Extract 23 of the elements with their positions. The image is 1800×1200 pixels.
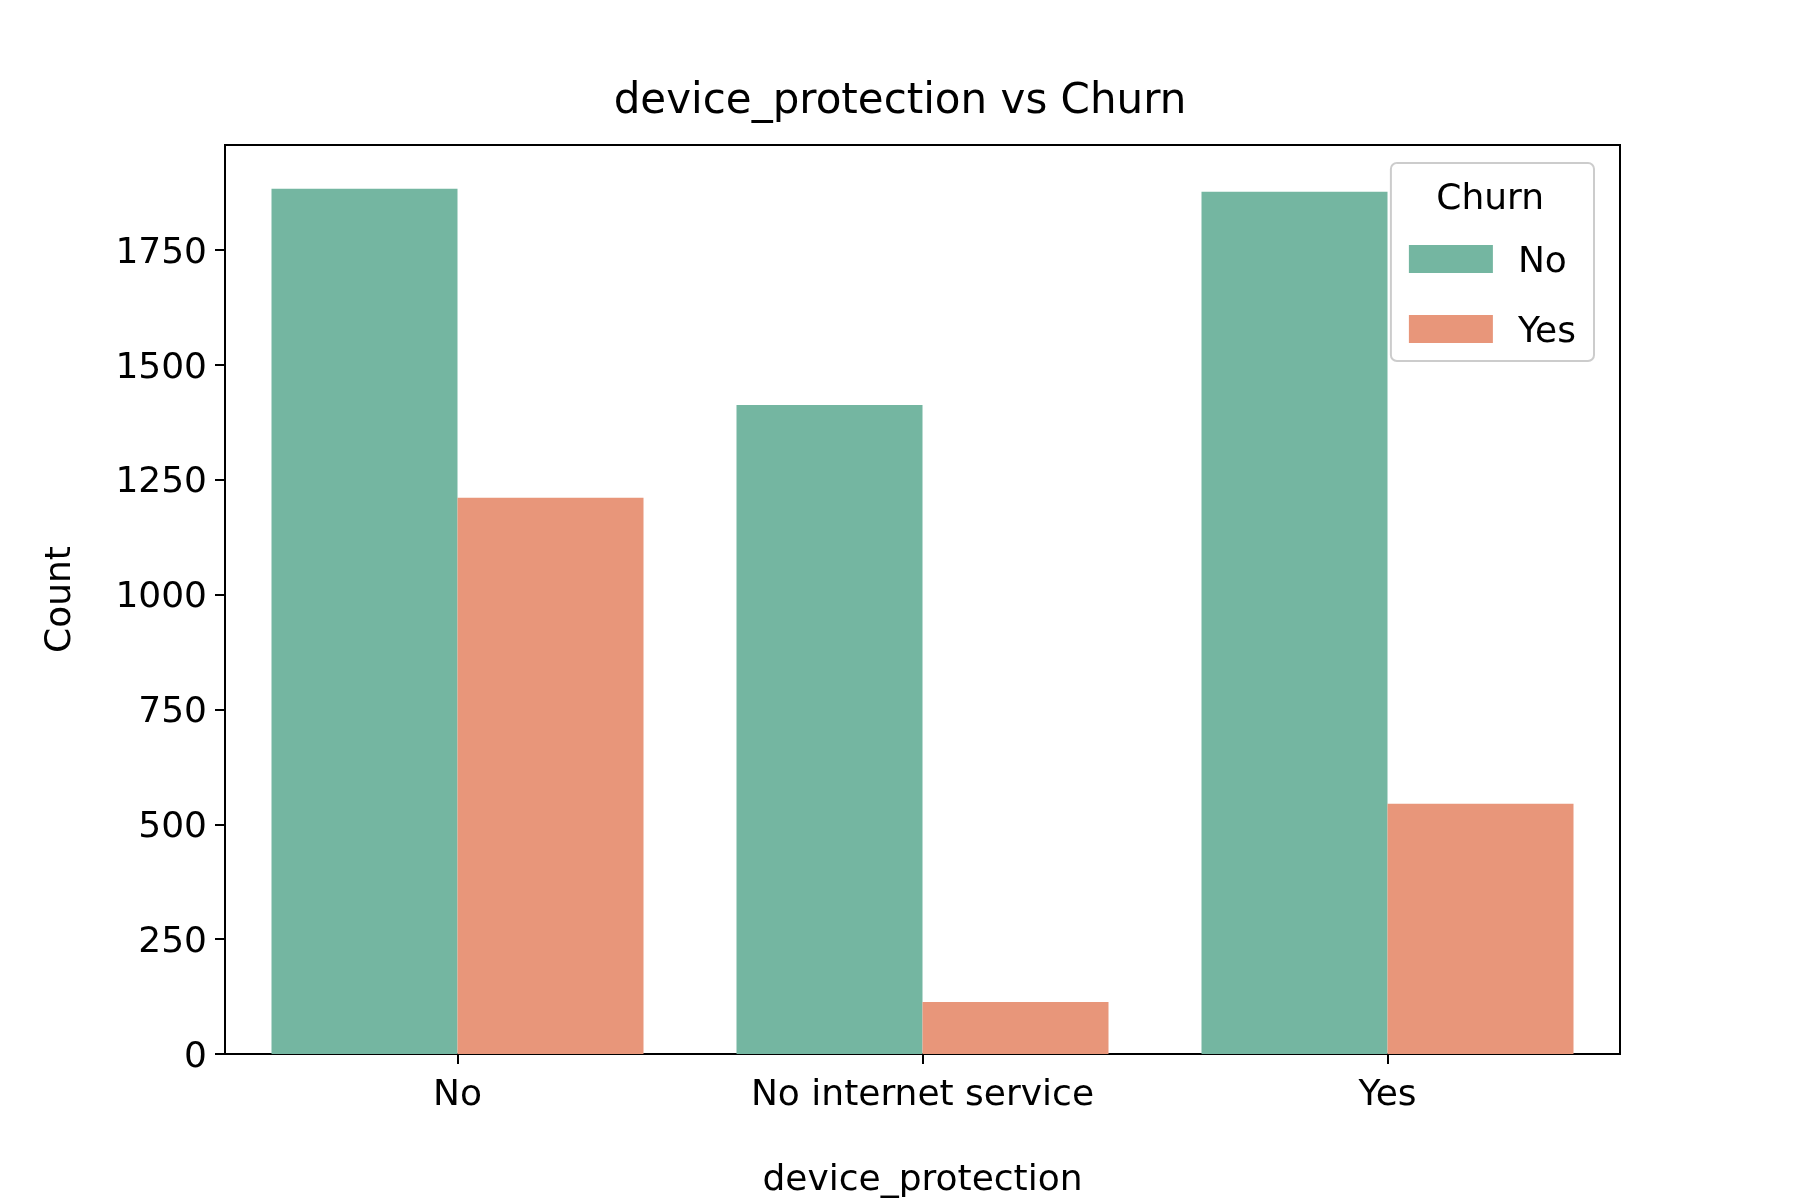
- y-tick-label: 1750: [115, 229, 207, 271]
- bar: [1201, 191, 1388, 1054]
- bar: [1387, 803, 1574, 1054]
- legend-title: Churn: [1436, 175, 1545, 217]
- y-tick-label: 250: [138, 918, 207, 960]
- x-axis-title: device_protection: [762, 1156, 1083, 1198]
- y-tick-label: 1250: [115, 459, 207, 501]
- bar: [736, 404, 923, 1054]
- x-tick-label: No: [433, 1071, 482, 1113]
- legend-label: Yes: [1516, 308, 1577, 350]
- x-tick-label: No internet service: [750, 1071, 1095, 1113]
- y-tick-label: 500: [138, 803, 207, 845]
- bar: [271, 188, 458, 1054]
- bar: [922, 1002, 1109, 1054]
- y-axis-title: Count: [36, 546, 78, 653]
- y-tick-label: 750: [138, 689, 207, 731]
- y-tick-label: 1500: [115, 344, 207, 386]
- y-tick-label: 1000: [115, 574, 207, 616]
- legend-label: No: [1517, 238, 1567, 280]
- y-tick-label: 0: [184, 1033, 207, 1075]
- chart-title: device_protection vs Churn: [613, 73, 1187, 123]
- bar: [457, 497, 644, 1054]
- x-tick-label: Yes: [1357, 1071, 1417, 1113]
